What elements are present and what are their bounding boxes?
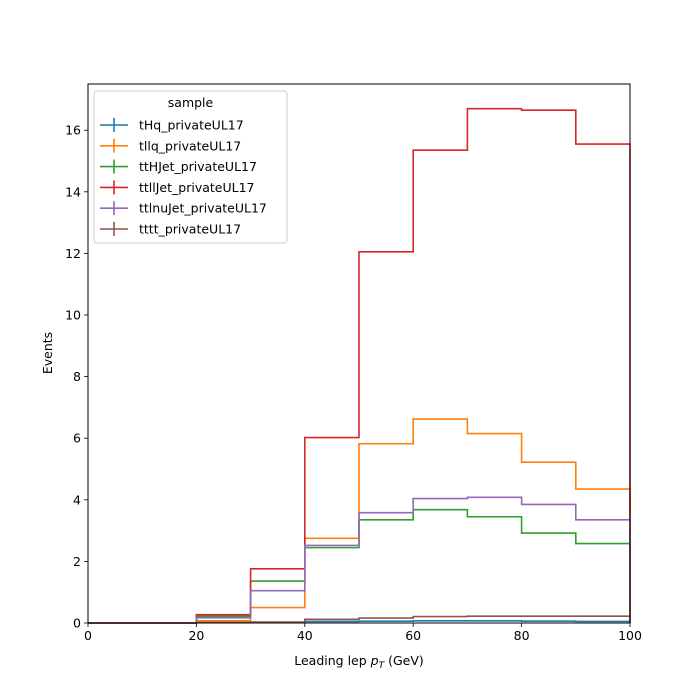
legend: sample tHq_privateUL17 tllq_privateUL17tt… (93, 90, 288, 244)
x-tick-label: 80 (514, 628, 530, 643)
legend-label: tllq_privateUL17 (139, 138, 241, 153)
x-tick-label: 0 (84, 628, 92, 643)
legend-title: sample (168, 95, 214, 110)
x-tick-label: 40 (297, 628, 313, 643)
legend-label: tHq_privateUL17 (139, 118, 244, 133)
legend-label: tttt_privateUL17 (139, 222, 241, 237)
legend-entry: tllq_privateUL17 (100, 138, 241, 153)
legend-label: ttHJet_privateUL17 (139, 159, 257, 174)
legend-entry: tttt_privateUL17 (100, 222, 241, 237)
y-axis: 0 2 4 6 8 10 12 14 16 (65, 123, 88, 631)
y-tick-label: 14 (65, 184, 81, 199)
y-tick-label: 16 (65, 123, 81, 138)
y-axis-label: Events (40, 332, 55, 374)
legend-label: ttllJet_privateUL17 (139, 180, 255, 195)
series-line (88, 496, 631, 624)
legend-box (93, 90, 288, 244)
x-axis-label: Leading lep pT (GeV) (294, 653, 424, 671)
y-tick-label: 6 (73, 431, 81, 446)
x-tick-label: 60 (405, 628, 421, 643)
y-tick-label: 8 (73, 369, 81, 384)
legend-entry: ttHJet_privateUL17 (100, 159, 257, 174)
legend-label: ttlnuJet_privateUL17 (139, 201, 267, 216)
series-line (88, 418, 631, 624)
x-tick-label: 20 (188, 628, 204, 643)
y-tick-label: 4 (73, 492, 81, 507)
y-tick-label: 2 (73, 554, 81, 569)
axes-frame (87, 83, 631, 624)
x-tick-label: 100 (618, 628, 642, 643)
series-line (88, 508, 631, 624)
legend-entry: tHq_privateUL17 (100, 118, 244, 133)
legend-entry: ttllJet_privateUL17 (100, 180, 255, 195)
series-line (88, 107, 631, 624)
y-tick-label: 12 (65, 246, 81, 261)
series-line (88, 615, 631, 624)
y-tick-label: 0 (73, 616, 81, 631)
y-tick-label: 10 (65, 308, 81, 323)
legend-entry: ttlnuJet_privateUL17 (100, 201, 267, 216)
x-axis: 0 20 40 60 80 100 (84, 623, 642, 643)
